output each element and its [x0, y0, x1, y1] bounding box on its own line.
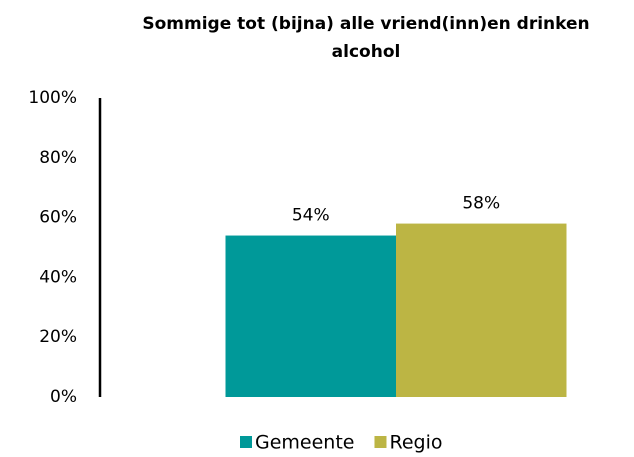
bar — [225, 235, 396, 397]
value-label: 58% — [462, 194, 500, 214]
y-tick-label: 100% — [28, 88, 77, 108]
y-tick-label: 80% — [39, 148, 77, 168]
legend-label: Regio — [389, 432, 442, 454]
bar — [396, 223, 567, 397]
chart-title: Sommige tot (bijna) alle vriend(inn)en d… — [142, 14, 590, 62]
y-tick-label: 20% — [39, 327, 77, 347]
value-label: 54% — [292, 206, 330, 226]
legend-label: Gemeente — [255, 432, 354, 454]
legend-swatch — [374, 436, 387, 448]
y-tick-label: 0% — [50, 387, 77, 407]
legend-swatch — [240, 436, 252, 448]
y-tick-label: 60% — [39, 208, 77, 228]
y-tick-label: 40% — [39, 267, 77, 287]
